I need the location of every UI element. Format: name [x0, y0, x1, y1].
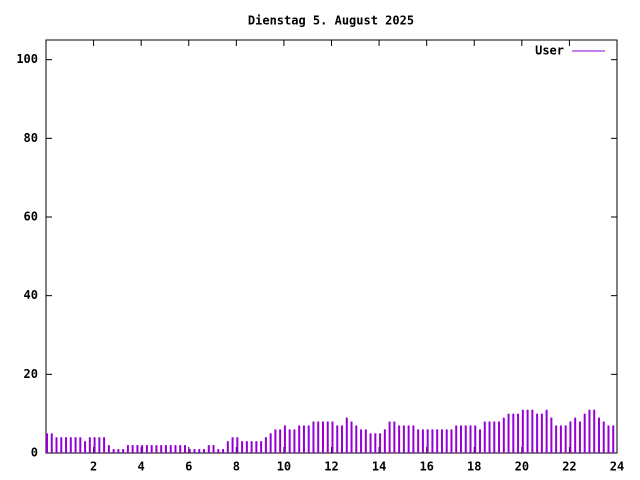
x-tick-label: 2	[90, 460, 97, 474]
legend-label: User	[535, 44, 564, 58]
y-tick-label: 60	[24, 210, 38, 224]
y-tick-label: 40	[24, 288, 38, 302]
x-tick-label: 18	[467, 460, 481, 474]
x-tick-label: 10	[277, 460, 291, 474]
x-tick-label: 22	[562, 460, 576, 474]
chart-title: Dienstag 5. August 2025	[248, 14, 414, 28]
x-tick-label: 6	[185, 460, 192, 474]
x-tick-label: 24	[610, 460, 624, 474]
x-tick-label: 12	[324, 460, 338, 474]
y-tick-label: 20	[24, 367, 38, 381]
x-tick-label: 16	[419, 460, 433, 474]
x-tick-label: 14	[372, 460, 386, 474]
x-tick-label: 8	[233, 460, 240, 474]
y-tick-label: 100	[16, 52, 38, 66]
x-tick-label: 4	[138, 460, 145, 474]
x-tick-label: 20	[515, 460, 529, 474]
y-tick-label: 80	[24, 131, 38, 145]
y-tick-label: 0	[31, 446, 38, 460]
